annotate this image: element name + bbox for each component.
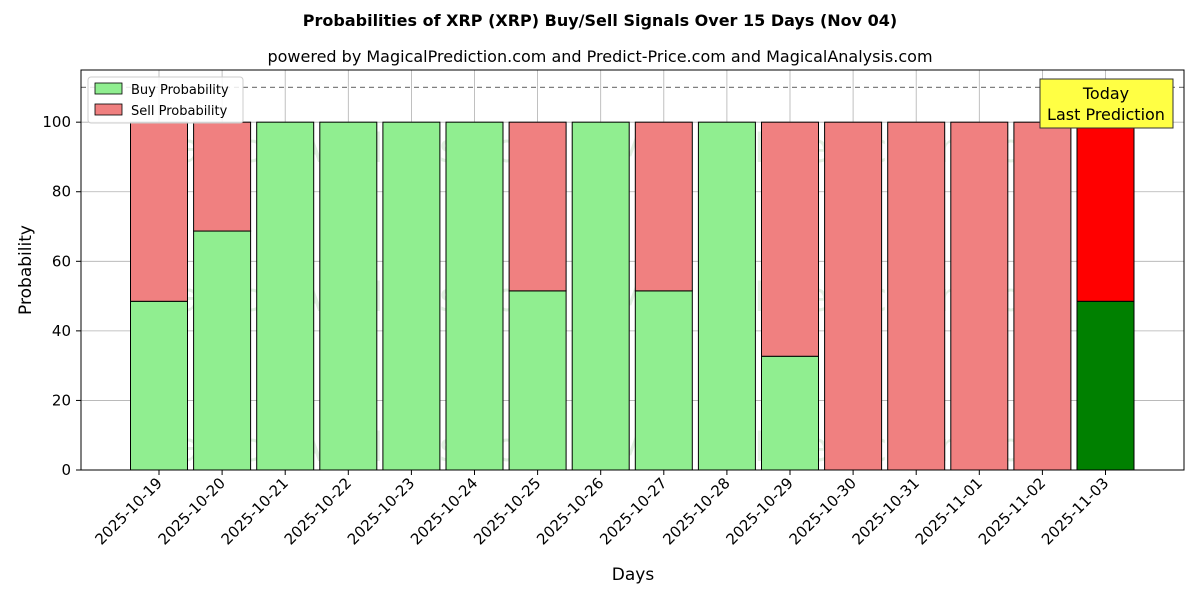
bar-buy xyxy=(130,300,188,471)
annotation-box xyxy=(1039,78,1174,129)
y-ticks: 0 20 40 60 80 100 xyxy=(42,113,81,479)
x-tick-label: 2025-10-28 xyxy=(659,474,733,548)
bar-buy xyxy=(193,230,252,471)
x-tick-label: 2025-10-31 xyxy=(849,474,923,548)
y-tick-label: 80 xyxy=(52,183,71,201)
y-tick-label: 100 xyxy=(42,113,71,131)
x-tick-label: 2025-10-30 xyxy=(786,474,860,548)
bar-sell xyxy=(130,121,188,302)
y-axis-label: Probability xyxy=(16,225,36,315)
x-tick-label: 2025-10-26 xyxy=(533,474,607,548)
x-tick-label: 2025-11-03 xyxy=(1038,474,1112,548)
x-tick-label: 2025-11-02 xyxy=(975,474,1049,548)
bar-buy xyxy=(697,121,756,471)
bar-buy xyxy=(571,121,630,471)
bar-buy xyxy=(256,121,315,471)
x-tick-label: 2025-10-24 xyxy=(407,474,481,548)
bar-sell xyxy=(634,121,693,292)
bar-sell xyxy=(1013,121,1072,471)
x-tick-label: 2025-10-21 xyxy=(218,474,292,548)
legend-label-sell: Sell Probability xyxy=(131,104,228,119)
bar-buy xyxy=(634,290,693,471)
bar-buy xyxy=(761,355,819,471)
bar-sell xyxy=(950,121,1009,471)
y-tick-label: 60 xyxy=(52,252,71,270)
x-tick-label: 2025-10-22 xyxy=(281,474,355,548)
bar-buy xyxy=(445,121,504,471)
bar-buy xyxy=(1076,300,1135,471)
bar-sell xyxy=(761,121,819,357)
bar-sell xyxy=(193,121,252,232)
x-tick-label: 2025-11-01 xyxy=(912,474,986,548)
legend-swatch-buy xyxy=(94,82,123,95)
y-tick-label: 40 xyxy=(52,322,71,340)
chart-title: Probabilities of XRP (XRP) Buy/Sell Sign… xyxy=(303,11,897,30)
legend-frame xyxy=(87,76,244,124)
x-axis-label: Days xyxy=(612,565,655,585)
x-tick-label: 2025-10-23 xyxy=(344,474,418,548)
bar-buy xyxy=(382,121,441,471)
legend-label-buy: Buy Probability xyxy=(131,83,229,98)
x-tick-label: 2025-10-29 xyxy=(722,474,796,548)
bar-buy xyxy=(319,121,378,471)
x-tick-label: 2025-10-20 xyxy=(155,474,229,548)
annotation-line2: Last Prediction xyxy=(1047,105,1165,124)
today-annotation: Today Last Prediction xyxy=(1039,78,1174,129)
legend-swatch-sell xyxy=(94,103,123,116)
annotation-line1: Today xyxy=(1082,84,1129,103)
chart-subtitle: powered by MagicalPrediction.com and Pre… xyxy=(267,47,932,66)
bars xyxy=(130,121,1135,471)
bar-sell xyxy=(887,121,946,471)
bar-buy xyxy=(508,290,567,471)
x-tick-label: 2025-10-25 xyxy=(470,474,544,548)
x-tick-label: 2025-10-19 xyxy=(91,474,165,548)
plot-frame xyxy=(80,69,1185,471)
bar-sell xyxy=(1076,121,1135,302)
bar-sell xyxy=(824,121,883,471)
x-ticks: 2025-10-192025-10-202025-10-212025-10-22… xyxy=(91,470,1112,548)
bar-sell xyxy=(508,121,567,292)
legend: Buy Probability Sell Probability xyxy=(87,76,244,124)
y-tick-label: 0 xyxy=(61,461,71,479)
x-tick-label: 2025-10-27 xyxy=(596,474,670,548)
y-tick-label: 20 xyxy=(52,391,71,409)
